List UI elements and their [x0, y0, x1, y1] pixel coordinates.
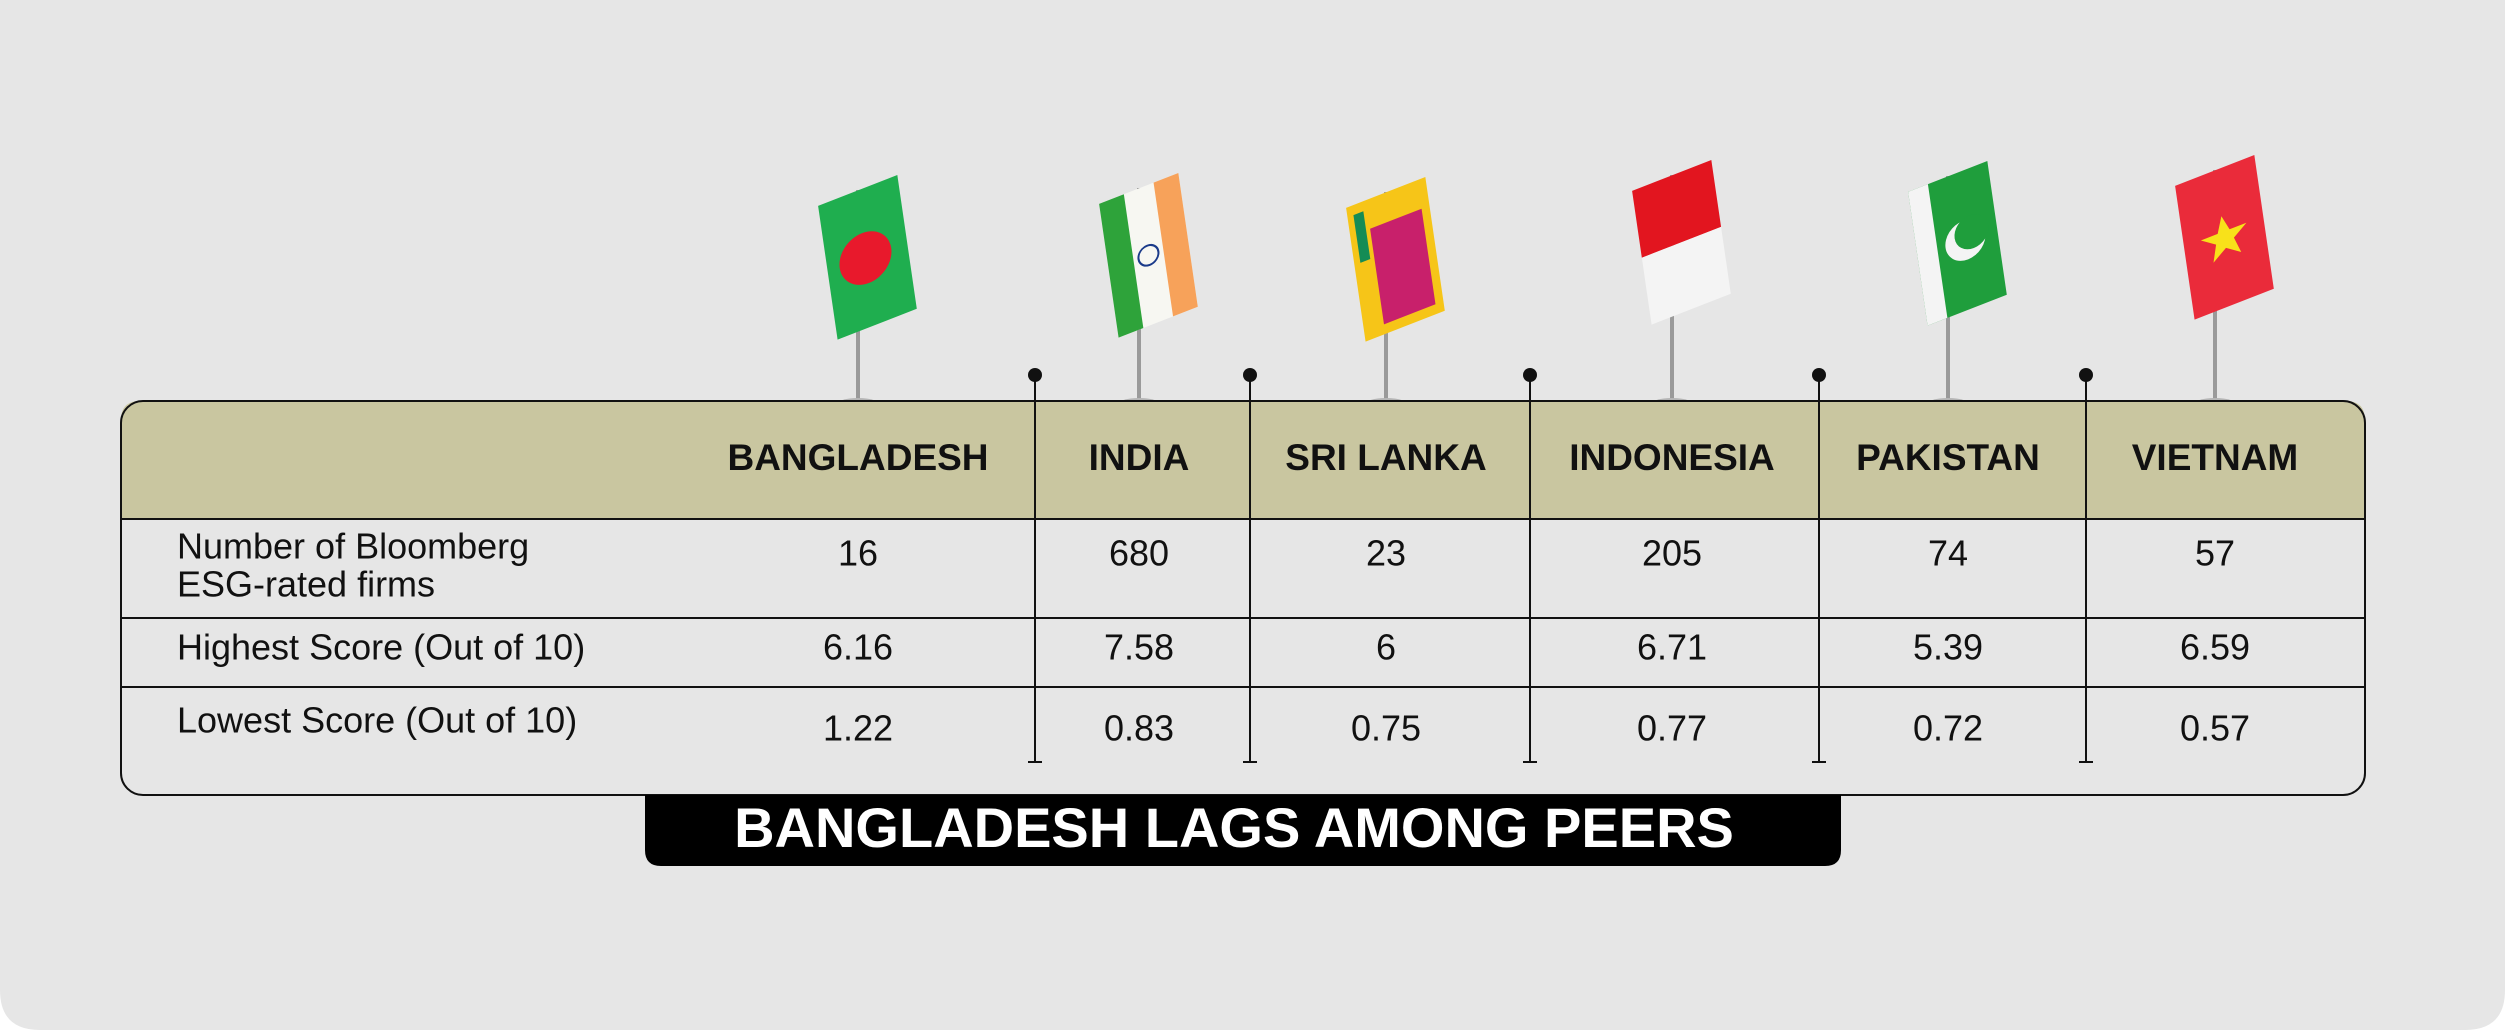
column-header: INDONESIA — [1569, 437, 1775, 478]
row-label: Lowest Score (Out of 10) — [177, 700, 577, 741]
header-band — [121, 401, 2365, 519]
title-banner — [645, 795, 1841, 866]
cell-value: 205 — [1642, 533, 1702, 574]
column-header: BANGLADESH — [727, 437, 988, 478]
cell-value: 6 — [1376, 627, 1396, 668]
cell-value: 680 — [1109, 533, 1169, 574]
flag-star — [2200, 216, 2247, 263]
cell-value: 6.16 — [823, 627, 893, 668]
flag-stripe — [1153, 172, 1198, 317]
cell-value: 0.72 — [1913, 708, 1983, 749]
cell-value: 1.22 — [823, 708, 893, 749]
flag-cloth — [1632, 159, 1722, 258]
cell-value: 6.71 — [1637, 627, 1707, 668]
title: BANGLADESH LAGS AMONG PEERS — [734, 796, 1734, 859]
divider-dot — [1523, 368, 1537, 382]
divider-dot — [2079, 368, 2093, 382]
cell-value: 74 — [1928, 533, 1968, 574]
divider-dot — [1812, 368, 1826, 382]
cell-value: 57 — [2195, 533, 2235, 574]
flag — [2175, 154, 2274, 320]
row-label: ESG-rated firms — [177, 564, 435, 605]
cell-value: 6.59 — [2180, 627, 2250, 668]
flags — [818, 154, 2274, 412]
cell-value: 0.57 — [2180, 708, 2250, 749]
flag — [1346, 176, 1445, 342]
cells: BANGLADESH INDIA SRI LANKA INDONESIA PAKISTA… — [177, 437, 2298, 749]
column-header: INDIA — [1089, 437, 1190, 478]
column-header: SRI LANKA — [1285, 437, 1486, 478]
cell-value: 7.58 — [1104, 627, 1174, 668]
column-header: VIETNAM — [2132, 437, 2299, 478]
cell-value: 0.75 — [1351, 708, 1421, 749]
flag-cloth — [1641, 226, 1731, 325]
flag-stripe — [1353, 211, 1371, 263]
flag — [818, 174, 917, 340]
flag-emblem — [839, 231, 892, 285]
row-label: Highest Score (Out of 10) — [177, 627, 585, 668]
cell-value: 16 — [838, 533, 878, 574]
divider-dot — [1028, 368, 1042, 382]
flag-stripe — [1908, 184, 1948, 326]
cell-value: 0.83 — [1104, 708, 1174, 749]
flag — [1908, 160, 2007, 326]
flag — [1632, 159, 1731, 325]
column-header: PAKISTAN — [1856, 437, 2040, 478]
dividers — [1028, 368, 2093, 763]
divider-dot — [1243, 368, 1257, 382]
flag-panel — [1370, 208, 1436, 325]
row-label: Number of Bloomberg — [177, 526, 529, 567]
cell-value: 5.39 — [1913, 627, 1983, 668]
cell-value: 0.77 — [1637, 708, 1707, 749]
flag-emblem — [1137, 243, 1160, 267]
flag-emblem — [1954, 214, 1989, 250]
cell-value: 23 — [1366, 533, 1406, 574]
flag-stripe — [1099, 194, 1144, 338]
flag — [1099, 172, 1198, 338]
